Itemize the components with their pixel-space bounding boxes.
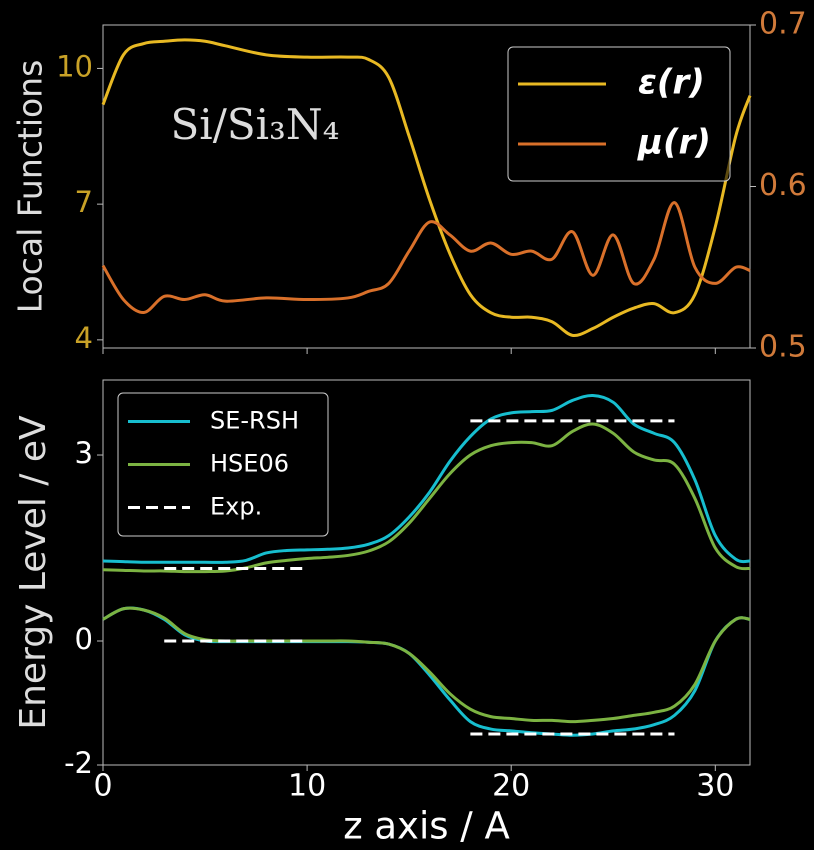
y-tick-label: 3: [75, 436, 93, 470]
band-line: [102, 422, 751, 574]
plot-frame: [102, 379, 751, 766]
band-line: [102, 393, 751, 564]
legend-label: HSE06: [210, 450, 289, 478]
y-tick-label: 10: [56, 49, 93, 83]
legend-label: SE-RSH: [210, 407, 299, 435]
y-axis-label: Energy Level / eV: [13, 415, 54, 730]
legend-label: μ(r): [637, 123, 711, 163]
y2-tick-label: 0.7: [759, 7, 807, 42]
legend-label: ε(r): [638, 63, 705, 103]
series-line: [101, 38, 752, 337]
x-tick-label: 0: [93, 769, 112, 804]
x-tick-label: 30: [696, 769, 734, 804]
x-tick-label: 20: [492, 769, 530, 804]
panel: 4 7 10 0.5 0.6 0.7 Local Functions Si/Si₃N₄ ε(r)…: [11, 7, 807, 365]
legend-label: Exp.: [210, 493, 262, 521]
x-axis-label: z axis / A: [343, 805, 510, 848]
y-tick-label: -2: [64, 746, 93, 780]
series-line: [101, 201, 751, 314]
y-axis-label: Local Functions: [11, 60, 50, 314]
legend-box: [117, 392, 329, 537]
y-tick-label: 7: [75, 185, 93, 219]
y-tick-label: 0: [75, 622, 93, 656]
annotation: Si/Si₃N₄: [171, 100, 340, 149]
x-tick-label: 10: [288, 769, 326, 804]
legend-box: [507, 46, 731, 182]
y-tick-label: 4: [75, 321, 93, 355]
y2-tick-label: 0.5: [759, 330, 807, 365]
y2-tick-label: 0.6: [759, 168, 807, 203]
